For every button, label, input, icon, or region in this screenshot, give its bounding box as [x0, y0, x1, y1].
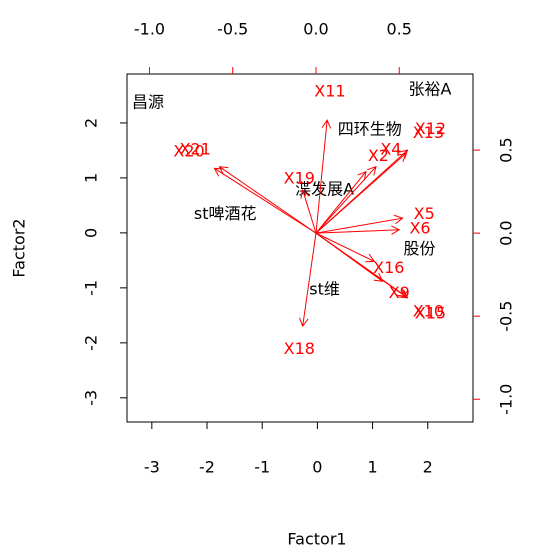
point-label: 四环生物	[338, 120, 402, 139]
arrow-label: X21	[180, 140, 211, 159]
x2-tick-label: -0.5	[217, 20, 248, 39]
arrow-label: X2	[368, 146, 389, 165]
arrow-label: X5	[414, 204, 435, 223]
x-tick-label: -2	[199, 458, 215, 477]
arrow-label: X4	[380, 140, 401, 159]
y-tick-label: -2	[82, 335, 101, 351]
loading-arrow	[315, 119, 332, 234]
y-tick-label: -3	[82, 390, 101, 406]
arrow-label: X15	[415, 304, 446, 323]
arrow-label: X19	[284, 169, 315, 188]
plot-frame	[126, 73, 474, 423]
y-tick-label: 2	[82, 118, 101, 128]
loading-arrow	[315, 232, 409, 299]
point-label: st维	[309, 280, 340, 299]
y2-tick-label: 0.0	[497, 220, 516, 245]
x-tick-label: 0	[312, 458, 322, 477]
x-tick-label: -1	[254, 458, 270, 477]
point-label: st啤酒花	[194, 204, 257, 223]
arrow-label: X12	[415, 119, 446, 138]
arrow-label: X6	[409, 218, 430, 237]
x-axis-label: Factor1	[287, 530, 346, 549]
x-tick-label: -3	[144, 458, 160, 477]
y-tick-label: -1	[82, 280, 101, 296]
arrow-label: X13	[413, 123, 444, 142]
loading-arrow	[300, 188, 317, 234]
point-label: 张裕A	[408, 79, 451, 98]
loading-arrow	[218, 166, 317, 234]
arrow-label: X10	[413, 302, 444, 321]
point-label: 股份	[403, 239, 435, 258]
y2-tick-label: -1.0	[497, 384, 516, 415]
y2-tick-label: 0.5	[497, 137, 516, 162]
loading-arrow	[315, 170, 367, 234]
point-label: 昌源	[132, 93, 164, 112]
arrow-label: X11	[314, 81, 345, 100]
y-axis-label: Factor2	[10, 218, 29, 277]
loading-arrow	[315, 165, 377, 234]
x2-tick-label: 0.0	[303, 20, 328, 39]
x2-tick-label: 0.5	[387, 20, 412, 39]
loading-arrow	[315, 225, 401, 235]
x-tick-label: 1	[367, 458, 377, 477]
y2-tick-label: -0.5	[497, 301, 516, 332]
loading-arrow	[299, 233, 317, 328]
loading-arrow	[315, 232, 376, 263]
y-tick-label: 0	[82, 228, 101, 238]
arrow-label: X16	[373, 258, 404, 277]
x2-tick-label: -1.0	[134, 20, 165, 39]
point-label: 渫发展A	[295, 180, 354, 199]
y-tick-label: 1	[82, 173, 101, 183]
x-tick-label: 2	[423, 458, 433, 477]
arrow-label: X18	[284, 339, 315, 358]
loading-arrow	[315, 214, 404, 234]
arrow-label: X20	[173, 142, 204, 161]
loading-arrow	[315, 149, 409, 234]
